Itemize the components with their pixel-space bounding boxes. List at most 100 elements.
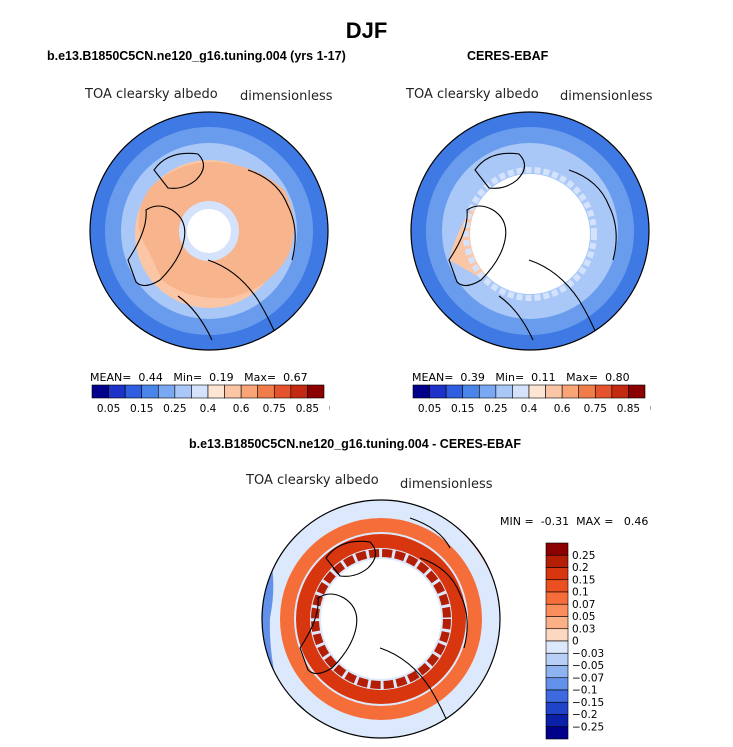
- panel2-colorbar-swatch: [495, 384, 513, 399]
- panel2-colorbar-swatch: [561, 384, 580, 399]
- panel1-colorbar-swatch: [207, 384, 225, 399]
- panel1-colorbar-tick-label: 0.6: [233, 403, 250, 415]
- panel3-colorbar-swatch: [545, 628, 569, 642]
- panel2-colorbar-swatch: [545, 384, 563, 399]
- panel3-colorbar-swatch: [545, 665, 569, 679]
- panel3-colorbar-swatch: [545, 714, 569, 728]
- panel3-stats: MIN = -0.31 MAX = 0.46: [500, 515, 648, 528]
- panel3-colorbar-tick-label: −0.15: [572, 697, 604, 709]
- panel1-min-label: Min=: [173, 371, 203, 384]
- panel3-colorbar-tick-label: 0.1: [572, 587, 589, 599]
- panel3-colorbar-swatch: [545, 603, 569, 617]
- panel3-max-label: MAX =: [576, 515, 614, 528]
- panel1-map: [89, 111, 329, 351]
- panel3-colorbar-swatch: [545, 689, 569, 703]
- panel2-max-label: Max=: [566, 371, 599, 384]
- panel3-colorbar-tick-label: 0.2: [572, 562, 589, 574]
- panel1-variable: TOA clearsky albedo: [85, 87, 218, 102]
- panel3-colorbar-tick-label: 0.05: [572, 611, 595, 623]
- panel1-colorbar-swatch: [240, 384, 259, 399]
- panel3-colorbar-swatch: [545, 616, 569, 630]
- panel3-title: b.e13.B1850C5CN.ne120_g16.tuning.004 - C…: [189, 437, 522, 451]
- panel1-colorbar-tick-label: 0.05: [97, 403, 120, 415]
- panel2-colorbar-swatch: [445, 384, 464, 399]
- panel1-colorbar-tick-label: 0.25: [163, 403, 186, 415]
- panel1-colorbar-tick-label: 0.85: [296, 403, 319, 415]
- map2-pole-ring: [463, 167, 597, 301]
- panel1-mean-label: MEAN=: [90, 371, 132, 384]
- panel2-min-label: Min=: [495, 371, 525, 384]
- panel3-colorbar-swatch: [545, 701, 569, 715]
- panel2-variable: TOA clearsky albedo: [406, 87, 539, 102]
- panel3-colorbar: 0.250.20.150.10.070.050.030−0.03−0.05−0.…: [545, 542, 604, 740]
- panel1-colorbar-swatch: [141, 384, 159, 399]
- panel1-max-value: 0.67: [283, 371, 308, 384]
- panel3-colorbar-tick-label: −0.1: [572, 685, 598, 697]
- panel3-min-value: -0.31: [540, 515, 570, 528]
- panel2-colorbar-swatch: [478, 384, 497, 399]
- panel2-colorbar-tick-label: 0.4: [521, 403, 538, 415]
- panel2-colorbar-swatch: [611, 384, 629, 399]
- map2-outline: [410, 111, 650, 351]
- panel1-colorbar-tick-label: 0.4: [200, 403, 217, 415]
- panel3-variable: TOA clearsky albedo: [246, 473, 379, 488]
- map1-polar-hole: [187, 209, 231, 253]
- panel2-title: CERES-EBAF: [467, 49, 549, 63]
- panel2-mean-label: MEAN=: [412, 371, 454, 384]
- panel2-colorbar-tick-label: 0.25: [484, 403, 507, 415]
- panel3-colorbar-swatch: [545, 567, 569, 581]
- panel3-colorbar-tick-label: 0.25: [572, 550, 595, 562]
- panel2-min-value: 0.11: [531, 371, 556, 384]
- panel1-colorbar-swatch: [290, 384, 308, 399]
- panel1-colorbar-swatch: [273, 384, 292, 399]
- map3-ring-mid: [296, 534, 466, 704]
- map3-ring-outer: [280, 518, 482, 720]
- panel2-map: [410, 111, 650, 351]
- panel1-colorbar-swatch: [224, 384, 242, 399]
- panel3-colorbar-tick-label: −0.2: [572, 709, 598, 721]
- panel3-colorbar-tick-label: 0.15: [572, 574, 595, 586]
- panel2-colorbar-tick-label: 0.95: [650, 403, 651, 415]
- panel3-colorbar-swatch: [545, 652, 569, 666]
- panel3-colorbar-tick-label: −0.25: [572, 721, 604, 733]
- map2-polar-hole: [470, 174, 590, 294]
- panel3-colorbar-swatch: [545, 542, 569, 556]
- panel2-colorbar-swatch: [512, 384, 530, 399]
- panel3-colorbar-tick-label: −0.07: [572, 672, 604, 684]
- panel2-stats: MEAN= 0.39 Min= 0.11 Max= 0.80: [412, 371, 630, 384]
- panel2-units: dimensionless: [560, 89, 653, 104]
- panel1-colorbar-swatch: [174, 384, 192, 399]
- panel3-colorbar-swatch: [545, 554, 569, 568]
- panel1-colorbar-swatch: [124, 384, 143, 399]
- panel3-colorbar-swatch: [545, 677, 569, 691]
- panel2-colorbar-swatch: [594, 384, 613, 399]
- panel3-max-value: 0.46: [623, 515, 649, 528]
- map3-polar-hole: [321, 559, 441, 679]
- panel1-colorbar: 0.05 0.15 0.25 0.4 0.6 0.75 0.85 0.95: [91, 384, 330, 415]
- panel1-colorbar-swatch: [157, 384, 176, 399]
- panel2-colorbar-tick-label: 0.85: [617, 403, 640, 415]
- map3-outline: [261, 499, 501, 739]
- panel3-colorbar-tick-label: 0.07: [572, 599, 595, 611]
- map3-ring-inner: [311, 549, 451, 689]
- panel1-colorbar-tick-label: 0.95: [329, 403, 330, 415]
- panel3-colorbar-swatch: [545, 726, 569, 740]
- panel1-colorbar-swatch: [108, 384, 126, 399]
- figure-title: DJF: [345, 18, 388, 43]
- panel2-colorbar-tick-label: 0.15: [451, 403, 474, 415]
- panel3-colorbar-tick-label: 0: [572, 636, 579, 648]
- panel1-min-value: 0.19: [209, 371, 234, 384]
- panel2-colorbar-swatch: [628, 384, 646, 399]
- panel1-colorbar-swatch: [191, 384, 209, 399]
- panel2-colorbar: 0.05 0.15 0.25 0.4 0.6 0.75 0.85 0.95: [412, 384, 651, 415]
- panel1-units: dimensionless: [240, 89, 333, 104]
- panel2-max-value: 0.80: [605, 371, 630, 384]
- panel3-units: dimensionless: [400, 477, 493, 492]
- panel1-colorbar-swatch: [257, 384, 275, 399]
- panel1-colorbar-swatch: [307, 384, 325, 399]
- panel3-colorbar-swatch: [545, 640, 569, 654]
- panel2-colorbar-swatch: [578, 384, 596, 399]
- panel2-colorbar-tick-label: 0.6: [554, 403, 571, 415]
- panel1-colorbar-swatch: [91, 384, 109, 399]
- panel3-colorbar-tick-label: −0.05: [572, 660, 604, 672]
